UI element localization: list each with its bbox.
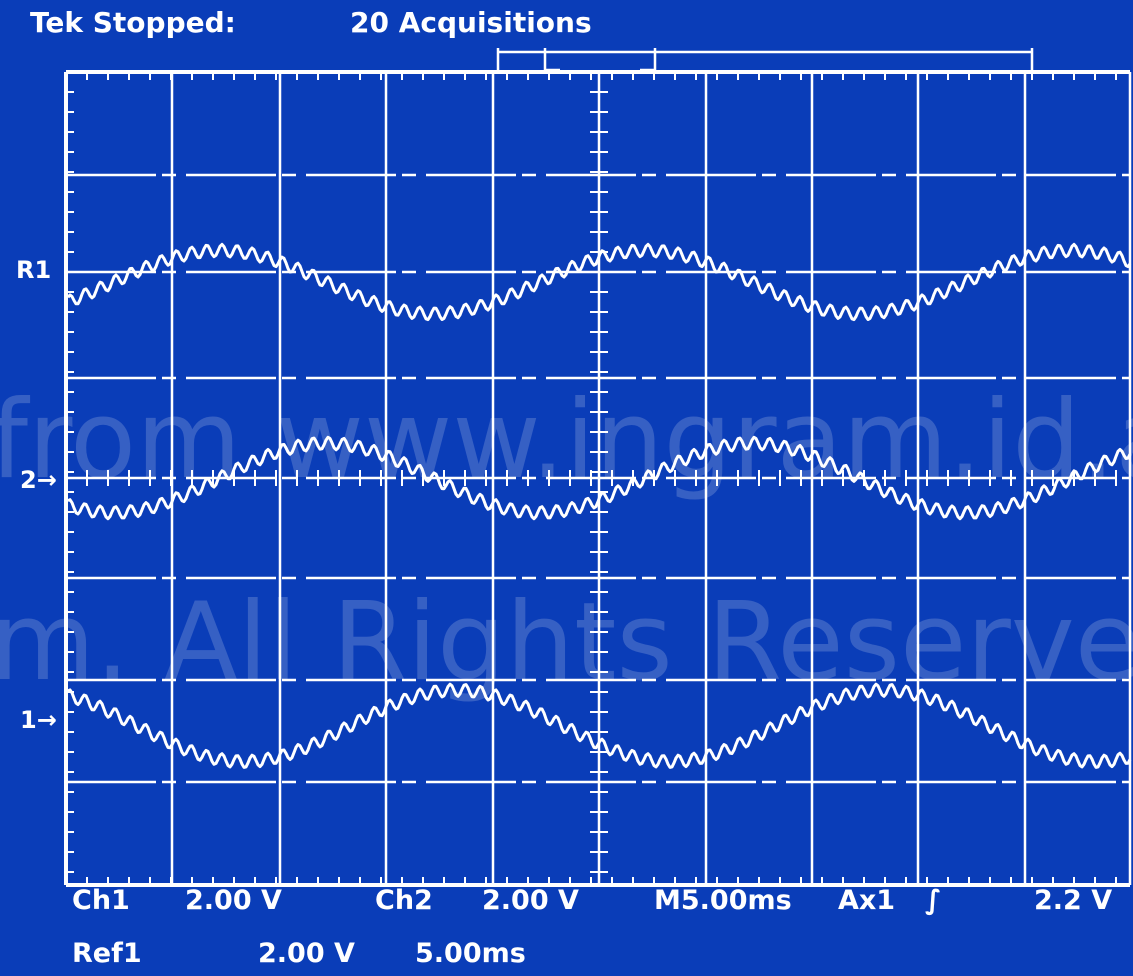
ref1-label: Ref1	[72, 938, 142, 969]
trigger-slope-icon: ∫	[925, 885, 942, 916]
ch1-marker: 1→	[20, 706, 57, 734]
ch1-scale: 2.00 V	[185, 885, 282, 916]
ref1-scale: 2.00 V	[258, 938, 355, 969]
trace-1	[67, 682, 1132, 769]
trigger-position-bar	[496, 48, 1034, 72]
ch2-label: Ch2	[375, 885, 433, 916]
ch2-marker: 2→	[20, 466, 57, 494]
acquisition-count: 20 Acquisitions	[350, 6, 592, 39]
ch2-scale: 2.00 V	[482, 885, 579, 916]
trace-2	[67, 435, 1132, 521]
waveform-traces	[66, 242, 1132, 769]
trace-R1	[66, 242, 1132, 322]
ch1-label: Ch1	[72, 885, 130, 916]
trigger-level: 2.2 V	[1034, 885, 1113, 916]
record-bracket	[496, 48, 1034, 72]
ref1-marker: R1	[16, 256, 52, 284]
ref1-time: 5.00ms	[415, 938, 526, 969]
acquisition-state: Tek Stopped:	[30, 6, 236, 39]
trigger-source: Ax1	[838, 885, 896, 916]
timebase-readout: M5.00ms	[654, 885, 792, 916]
graticule	[64, 70, 1132, 887]
screen-bracket	[543, 48, 657, 72]
